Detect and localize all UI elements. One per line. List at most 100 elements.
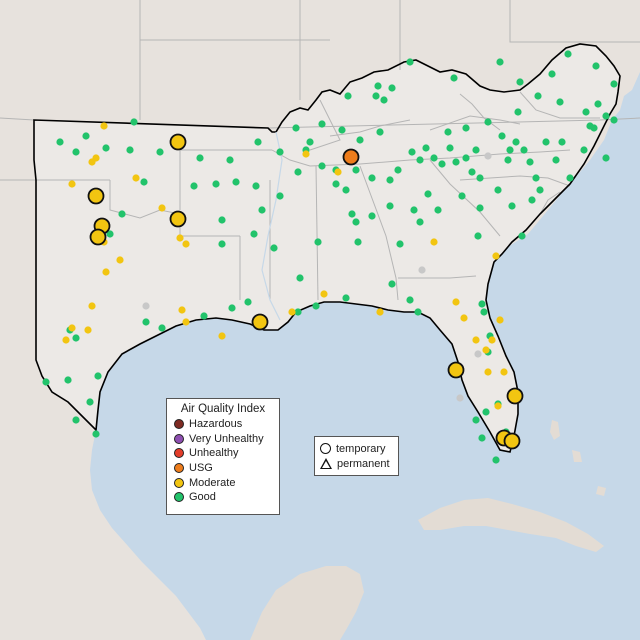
station-marker[interactable] <box>352 218 360 226</box>
station-marker[interactable] <box>580 146 588 154</box>
station-marker[interactable] <box>232 178 240 186</box>
station-marker[interactable] <box>372 92 380 100</box>
station-marker[interactable] <box>528 196 536 204</box>
station-marker[interactable] <box>552 156 560 164</box>
station-marker[interactable] <box>320 290 328 298</box>
station-marker[interactable] <box>492 252 500 260</box>
station-marker[interactable] <box>130 118 138 126</box>
station-marker[interactable] <box>480 308 488 316</box>
station-marker[interactable] <box>228 304 236 312</box>
station-marker[interactable] <box>418 266 426 274</box>
station-marker[interactable] <box>294 308 302 316</box>
station-marker[interactable] <box>410 206 418 214</box>
station-marker[interactable] <box>296 274 304 282</box>
temporary-monitor-marker[interactable] <box>169 133 187 151</box>
station-marker[interactable] <box>318 162 326 170</box>
station-marker[interactable] <box>252 182 260 190</box>
station-marker[interactable] <box>344 92 352 100</box>
temporary-monitor-marker[interactable] <box>89 228 107 246</box>
station-marker[interactable] <box>334 168 342 176</box>
station-marker[interactable] <box>452 298 460 306</box>
station-marker[interactable] <box>458 192 466 200</box>
station-marker[interactable] <box>472 336 480 344</box>
station-marker[interactable] <box>92 430 100 438</box>
station-marker[interactable] <box>482 408 490 416</box>
station-marker[interactable] <box>526 158 534 166</box>
station-marker[interactable] <box>394 166 402 174</box>
station-marker[interactable] <box>474 232 482 240</box>
temporary-monitor-marker[interactable] <box>251 313 269 331</box>
station-marker[interactable] <box>72 334 80 342</box>
station-marker[interactable] <box>534 92 542 100</box>
station-marker[interactable] <box>434 206 442 214</box>
station-marker[interactable] <box>602 112 610 120</box>
station-marker[interactable] <box>492 456 500 464</box>
station-marker[interactable] <box>102 144 110 152</box>
station-marker[interactable] <box>558 138 566 146</box>
station-marker[interactable] <box>444 128 452 136</box>
station-marker[interactable] <box>506 146 514 154</box>
station-marker[interactable] <box>200 312 208 320</box>
station-marker[interactable] <box>132 174 140 182</box>
station-marker[interactable] <box>352 166 360 174</box>
station-marker[interactable] <box>318 120 326 128</box>
station-marker[interactable] <box>68 180 76 188</box>
station-marker[interactable] <box>498 132 506 140</box>
station-marker[interactable] <box>406 58 414 66</box>
station-marker[interactable] <box>414 308 422 316</box>
station-marker[interactable] <box>474 350 482 358</box>
station-marker[interactable] <box>68 324 76 332</box>
station-marker[interactable] <box>446 144 454 152</box>
station-marker[interactable] <box>504 156 512 164</box>
station-marker[interactable] <box>564 50 572 58</box>
station-marker[interactable] <box>212 180 220 188</box>
station-marker[interactable] <box>484 118 492 126</box>
station-marker[interactable] <box>342 186 350 194</box>
station-marker[interactable] <box>42 378 50 386</box>
temporary-monitor-marker[interactable] <box>169 210 187 228</box>
station-marker[interactable] <box>422 144 430 152</box>
station-marker[interactable] <box>218 216 226 224</box>
station-marker[interactable] <box>516 78 524 86</box>
station-marker[interactable] <box>500 368 508 376</box>
station-marker[interactable] <box>84 326 92 334</box>
station-marker[interactable] <box>456 394 464 402</box>
station-marker[interactable] <box>380 96 388 104</box>
station-marker[interactable] <box>556 98 564 106</box>
station-marker[interactable] <box>388 280 396 288</box>
station-marker[interactable] <box>582 108 590 116</box>
station-marker[interactable] <box>64 376 72 384</box>
station-marker[interactable] <box>178 306 186 314</box>
station-marker[interactable] <box>478 300 486 308</box>
station-marker[interactable] <box>258 206 266 214</box>
station-marker[interactable] <box>518 232 526 240</box>
station-marker[interactable] <box>388 84 396 92</box>
station-marker[interactable] <box>476 174 484 182</box>
station-marker[interactable] <box>292 124 300 132</box>
station-marker[interactable] <box>424 190 432 198</box>
station-marker[interactable] <box>416 156 424 164</box>
temporary-monitor-marker[interactable] <box>506 387 524 405</box>
station-marker[interactable] <box>514 108 522 116</box>
station-marker[interactable] <box>368 174 376 182</box>
station-marker[interactable] <box>610 80 618 88</box>
station-marker[interactable] <box>218 332 226 340</box>
station-marker[interactable] <box>408 148 416 156</box>
station-marker[interactable] <box>72 148 80 156</box>
station-marker[interactable] <box>536 186 544 194</box>
station-marker[interactable] <box>416 218 424 226</box>
station-marker[interactable] <box>472 146 480 154</box>
station-marker[interactable] <box>254 138 262 146</box>
station-marker[interactable] <box>196 154 204 162</box>
station-marker[interactable] <box>72 416 80 424</box>
station-marker[interactable] <box>338 126 346 134</box>
station-marker[interactable] <box>88 158 96 166</box>
station-marker[interactable] <box>482 346 490 354</box>
temporary-monitor-marker[interactable] <box>87 187 105 205</box>
station-marker[interactable] <box>270 244 278 252</box>
temporary-monitor-marker[interactable] <box>503 432 521 450</box>
station-marker[interactable] <box>548 70 556 78</box>
station-marker[interactable] <box>244 298 252 306</box>
